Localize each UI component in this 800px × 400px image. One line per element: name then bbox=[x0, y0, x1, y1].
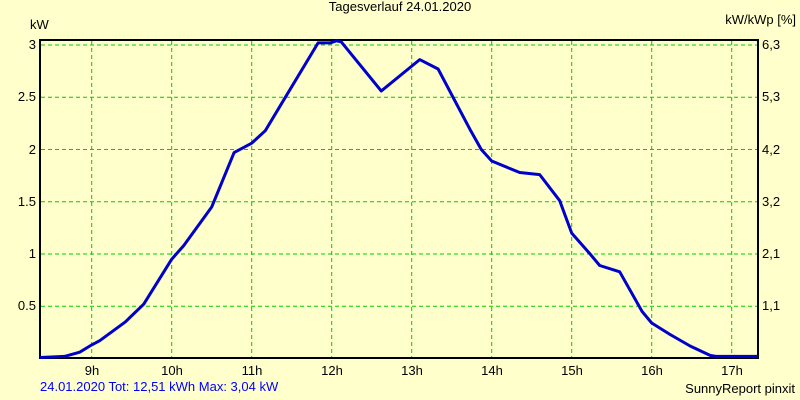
y-tick-right: 4,2 bbox=[762, 142, 781, 157]
y-tick-left: 2 bbox=[28, 142, 36, 157]
x-tick: 16h bbox=[641, 363, 663, 378]
y-tick-left: 2.5 bbox=[17, 89, 36, 104]
daily-summary-text: 24.01.2020 Tot: 12,51 kWh Max: 3,04 kW bbox=[40, 379, 279, 394]
x-tick: 17h bbox=[721, 363, 743, 378]
y-tick-left: 0.5 bbox=[17, 298, 36, 313]
x-tick: 15h bbox=[561, 363, 583, 378]
y-tick-left: 1 bbox=[28, 246, 36, 261]
y-tick-left: 3 bbox=[28, 37, 36, 52]
y-tick-right: 1,1 bbox=[762, 298, 781, 313]
x-tick: 13h bbox=[401, 363, 423, 378]
y-tick-left: 1.5 bbox=[17, 194, 36, 209]
power-curve bbox=[40, 39, 759, 359]
x-tick: 9h bbox=[84, 363, 100, 378]
report-credit-text: SunnyReport pinxit bbox=[685, 381, 795, 396]
x-tick: 12h bbox=[321, 363, 343, 378]
x-tick: 14h bbox=[481, 363, 503, 378]
y-axis-left-unit: kW bbox=[30, 17, 49, 32]
y-axis-right-unit: kW/kWp [%] bbox=[725, 12, 796, 27]
y-tick-right: 3,2 bbox=[762, 194, 781, 209]
chart-title: Tagesverlauf 24.01.2020 bbox=[328, 0, 472, 14]
x-tick: 10h bbox=[161, 363, 183, 378]
y-tick-right: 6,3 bbox=[762, 37, 781, 52]
y-tick-right: 5,3 bbox=[762, 89, 781, 104]
x-tick: 11h bbox=[241, 363, 263, 378]
y-tick-right: 2,1 bbox=[762, 246, 781, 261]
